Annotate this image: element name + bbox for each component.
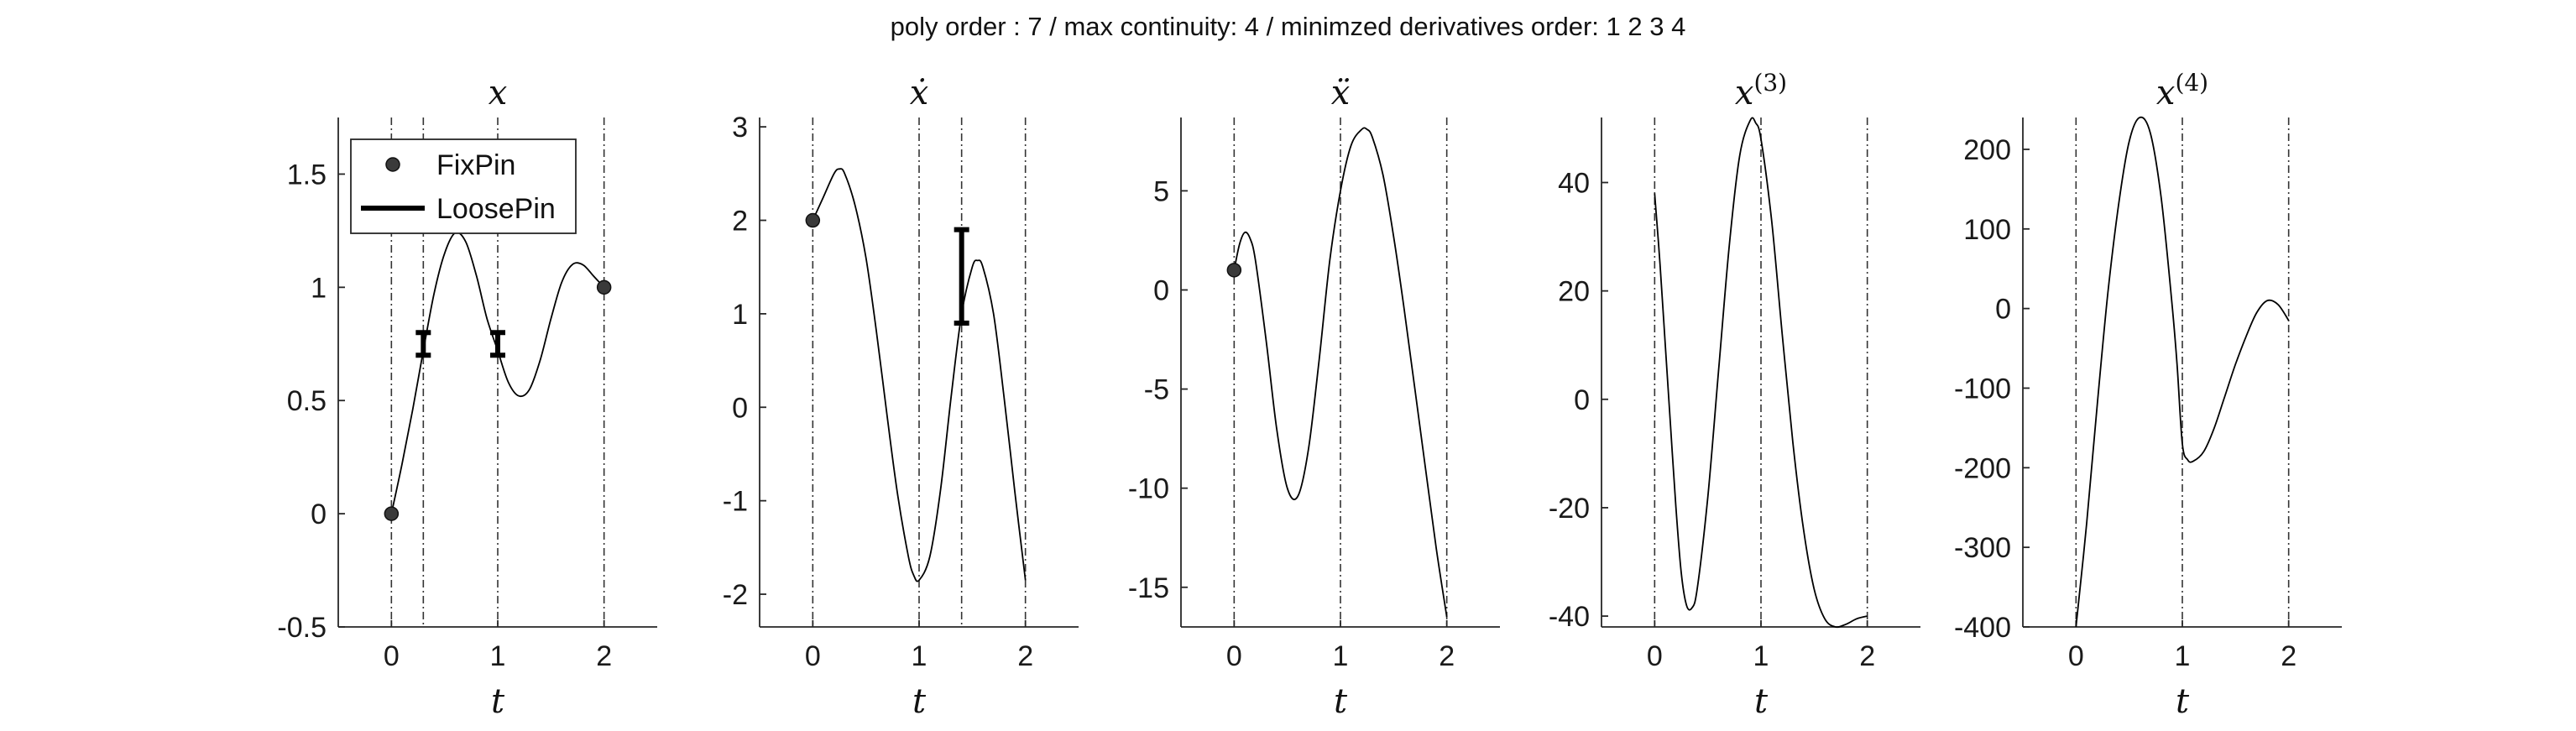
y-tick-label: 0 [732, 392, 748, 424]
y-tick-label: 5 [1153, 175, 1169, 207]
y-tick-label: -300 [1954, 532, 2011, 564]
x-tick-label: 1 [1333, 640, 1349, 672]
subplot-title: x(3) [1735, 69, 1787, 112]
figure-suptitle: poly order : 7 / max continuity: 4 / min… [890, 12, 1686, 41]
subplot-3: 0 1 2 -15 -10 -5 0 5 t ẍ [1128, 74, 1500, 721]
y-tick-label: 0 [1153, 274, 1169, 306]
y-tick-label: 1.5 [287, 159, 327, 191]
x-tick-label: 2 [1859, 640, 1875, 672]
x-tick-label: 2 [2281, 640, 2296, 672]
x-tick-label: 1 [912, 640, 927, 672]
x-tick-label: 0 [805, 640, 821, 672]
x-tick-label: 2 [596, 640, 612, 672]
y-tick-label: 1 [311, 272, 327, 304]
series-line [812, 168, 1027, 582]
series-line [2075, 116, 2290, 628]
x-axis-label: t [912, 682, 927, 721]
legend-marker-fixpin [385, 157, 400, 172]
x-tick-label: 1 [490, 640, 506, 672]
y-tick-label: 0 [1574, 384, 1590, 416]
series-line [1233, 127, 1448, 618]
y-tick-label: 0.5 [287, 385, 327, 417]
y-tick-label: -5 [1144, 374, 1169, 406]
x-axis-label: t [1754, 682, 1769, 721]
y-tick-label: -10 [1128, 473, 1169, 505]
subplot-title: x(4) [2156, 69, 2208, 112]
legend-label: FixPin [436, 149, 515, 181]
x-tick-label: 0 [1647, 640, 1663, 672]
subplot-2: 0 1 2 -2 -1 0 1 2 3 t ẋ [723, 74, 1079, 721]
fix-pin-point [805, 212, 821, 228]
x-tick-label: 0 [2068, 640, 2084, 672]
y-tick-label: 0 [1995, 294, 2011, 326]
y-tick-label: -40 [1549, 601, 1590, 633]
y-tick-label: 20 [1558, 276, 1590, 308]
y-tick-label: 2 [732, 206, 748, 238]
y-tick-label: -20 [1549, 493, 1590, 525]
fix-pin-point [384, 506, 400, 521]
y-tick-label: -200 [1954, 452, 2011, 484]
x-tick-label: 1 [1753, 640, 1769, 672]
x-axis-label: t [2176, 682, 2190, 721]
fix-pin-point [596, 279, 612, 295]
y-tick-label: -400 [1954, 612, 2011, 644]
y-tick-label: 40 [1558, 167, 1590, 199]
y-tick-label: 0 [311, 499, 327, 530]
fix-pin-point [1226, 263, 1242, 278]
y-tick-label: -15 [1128, 572, 1169, 604]
y-tick-label: -1 [723, 486, 748, 518]
x-tick-label: 2 [1439, 640, 1455, 672]
y-tick-label: -0.5 [277, 612, 327, 644]
x-tick-label: 2 [1017, 640, 1033, 672]
subplot-title: ẋ [910, 74, 929, 112]
series-line [1654, 117, 1868, 629]
y-tick-label: 1 [732, 299, 748, 331]
y-tick-label: -100 [1954, 373, 2011, 405]
y-tick-label: 200 [1963, 134, 2011, 166]
y-tick-label: 100 [1963, 214, 2011, 246]
subplot-title: ẍ [1331, 74, 1351, 112]
x-tick-label: 0 [384, 640, 400, 672]
legend-box [350, 138, 577, 234]
y-tick-label: -2 [723, 579, 748, 611]
legend: FixPin LoosePin [350, 138, 577, 234]
subplot-4: 0 1 2 -40 -20 0 20 40 t x(3) [1549, 69, 1920, 721]
x-axis-label: t [1334, 682, 1348, 721]
x-tick-label: 1 [2175, 640, 2191, 672]
legend-label: LoosePin [436, 193, 556, 225]
subplot-title: x [489, 74, 508, 112]
x-axis-label: t [491, 682, 505, 721]
subplot-5: 0 1 2 -400 -300 -200 -100 0 100 200 t x(4) [1954, 69, 2342, 721]
subplot-1: 0 1 2 -0.5 0 0.5 1 1.5 t x FixPin LoosePin [277, 74, 657, 721]
x-tick-label: 0 [1226, 640, 1242, 672]
y-tick-label: 3 [732, 112, 748, 144]
